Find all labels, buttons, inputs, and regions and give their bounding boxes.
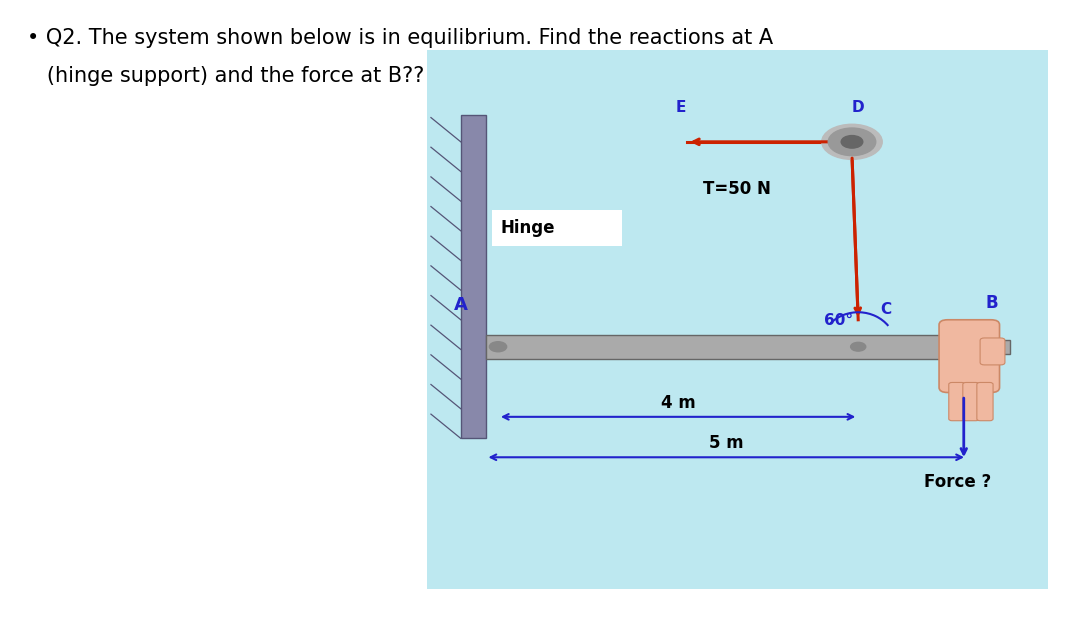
FancyBboxPatch shape [491, 210, 622, 246]
Bar [486, 335, 973, 359]
Text: Hinge: Hinge [500, 219, 555, 237]
Text: 4 m: 4 m [661, 394, 696, 412]
Text: (hinge support) and the force at B??: (hinge support) and the force at B?? [27, 66, 424, 86]
Bar [970, 340, 1011, 354]
FancyBboxPatch shape [939, 320, 1000, 393]
FancyBboxPatch shape [981, 338, 1004, 365]
FancyBboxPatch shape [963, 382, 978, 421]
Text: C: C [880, 302, 891, 317]
Circle shape [841, 135, 863, 148]
FancyBboxPatch shape [949, 382, 966, 421]
Text: D: D [852, 100, 864, 115]
Text: 60°: 60° [824, 313, 853, 328]
Text: T=50 N: T=50 N [703, 179, 771, 198]
Text: E: E [676, 100, 687, 115]
Circle shape [822, 124, 882, 159]
Text: 5 m: 5 m [708, 435, 743, 452]
Text: A: A [454, 297, 468, 314]
Bar [461, 115, 486, 438]
Circle shape [851, 342, 866, 351]
Bar [427, 50, 1048, 589]
Circle shape [489, 342, 507, 352]
Text: Force ?: Force ? [923, 473, 991, 492]
Text: B: B [985, 293, 998, 312]
Text: • Q2. The system shown below is in equilibrium. Find the reactions at A: • Q2. The system shown below is in equil… [27, 28, 773, 48]
FancyBboxPatch shape [977, 382, 994, 421]
Circle shape [828, 128, 876, 155]
